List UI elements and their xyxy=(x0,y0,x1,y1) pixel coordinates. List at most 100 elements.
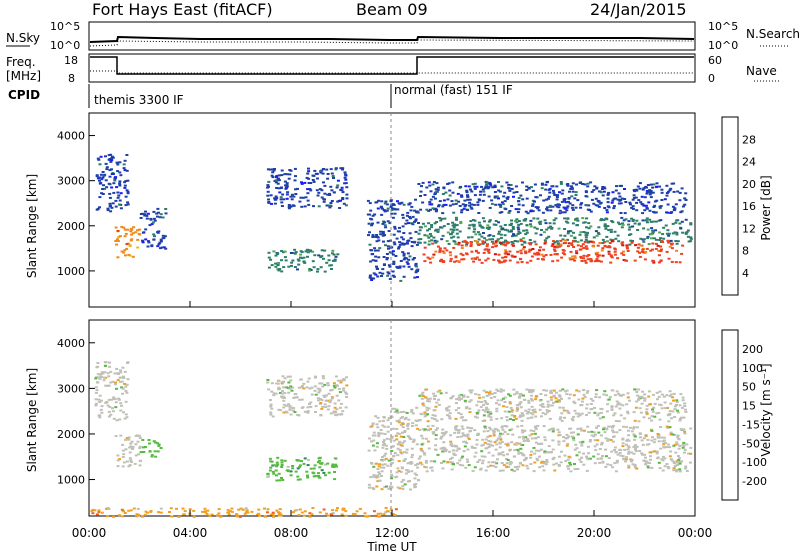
velocity-cell-7 xyxy=(611,440,615,443)
velocity-cell-6 xyxy=(671,396,675,399)
velocity-cell-6 xyxy=(418,394,422,397)
velocity-cell-7 xyxy=(501,469,505,472)
velocity-cell-7 xyxy=(491,454,495,457)
velocity-cell-7 xyxy=(462,450,466,453)
power-cell-6 xyxy=(605,211,609,214)
power-cell-6 xyxy=(676,190,680,193)
power-cell-8 xyxy=(543,242,547,245)
power-cell-3 xyxy=(269,194,273,197)
velocity-cell-0 xyxy=(123,417,127,420)
velocity-cell-6 xyxy=(425,388,429,391)
velocity-cell-6 xyxy=(619,414,623,417)
velocity-cell-6 xyxy=(489,418,493,421)
velocity-cell-1 xyxy=(129,461,133,463)
velocity-cell-8 xyxy=(105,507,108,510)
velocity-cell-6 xyxy=(618,394,622,397)
velocity-cell-4 xyxy=(331,463,335,466)
power-cell-7 xyxy=(654,229,658,232)
power-cell-4 xyxy=(293,252,297,255)
power-cell-0 xyxy=(112,191,116,194)
velocity-cell-0 xyxy=(119,402,123,405)
velocity-cell-6 xyxy=(651,408,654,411)
power-cell-7 xyxy=(578,233,582,236)
velocity-cell-4 xyxy=(313,464,317,467)
power-cell-7 xyxy=(581,217,585,220)
power-cell-5 xyxy=(370,279,374,281)
velocity-cell-5 xyxy=(399,444,403,447)
velocity-cell-7 xyxy=(520,429,524,432)
power-cell-4 xyxy=(327,259,331,262)
velocity-cell-8 xyxy=(238,515,242,518)
power-cell-8 xyxy=(519,252,523,255)
velocity-cell-3 xyxy=(299,378,303,381)
power-cell-8 xyxy=(519,249,523,252)
power-cell-6 xyxy=(429,198,433,201)
power-cell-4 xyxy=(283,250,287,253)
velocity-cell-7 xyxy=(557,431,561,434)
velocity-cell-7 xyxy=(625,456,628,459)
velocity-cell-8 xyxy=(111,515,115,518)
velocity-cell-0 xyxy=(119,409,123,412)
power-cell-8 xyxy=(465,253,469,256)
power-cell-5 xyxy=(413,209,417,212)
power-cell-7 xyxy=(603,223,607,226)
velocity-cell-7 xyxy=(668,426,672,429)
power-cell-7 xyxy=(509,230,513,233)
velocity-cell-7 xyxy=(452,463,455,466)
power-cell-7 xyxy=(511,227,515,230)
velocity-cell-7 xyxy=(580,456,584,459)
velocity-cell-7 xyxy=(648,451,652,454)
velocity-cell-5 xyxy=(387,417,391,420)
velocity-cell-8 xyxy=(372,510,376,513)
velocity-cell-6 xyxy=(510,410,514,413)
velocity-cell-4 xyxy=(296,478,300,481)
power-cell-6 xyxy=(482,193,486,196)
power-cell-6 xyxy=(438,200,442,203)
power-cell-6 xyxy=(473,194,477,197)
power-cell-8 xyxy=(460,258,464,261)
power-cell-7 xyxy=(529,223,532,226)
velocity-cell-7 xyxy=(604,455,608,458)
velocity-cell-6 xyxy=(585,403,589,406)
velocity-cell-5 xyxy=(390,450,394,452)
power-cell-7 xyxy=(594,230,598,233)
velocity-cell-7 xyxy=(682,441,686,444)
power-cell-7 xyxy=(451,231,455,234)
velocity-cell-7 xyxy=(575,447,579,450)
power-cell-6 xyxy=(437,204,441,207)
velocity-cell-8 xyxy=(219,515,223,518)
power-cell-0 xyxy=(110,206,114,209)
power-cell-3 xyxy=(266,194,270,197)
power-cell-5 xyxy=(409,209,413,212)
velocity-cell-3 xyxy=(298,398,302,401)
velocity-cell-2 xyxy=(157,444,161,447)
power-cell-6 xyxy=(451,203,455,206)
power-cell-2 xyxy=(164,247,168,250)
velocity-colorbar-frame xyxy=(721,329,739,501)
power-cell-6 xyxy=(568,202,572,205)
power-cell-3 xyxy=(339,167,343,170)
power-cell-6 xyxy=(473,185,477,188)
velocity-cell-6 xyxy=(486,411,490,414)
power-cell-3 xyxy=(311,179,315,181)
velocity-cell-7 xyxy=(537,443,541,445)
power-cell-1 xyxy=(114,240,118,242)
velocity-cell-8 xyxy=(135,513,139,516)
xtick-label: 00:00 xyxy=(678,526,713,540)
power-cell-0 xyxy=(115,161,119,164)
power-cell-5 xyxy=(383,224,387,227)
velocity-cell-6 xyxy=(455,398,459,401)
power-cell-0 xyxy=(100,178,104,181)
power-cell-1 xyxy=(120,250,124,253)
velocity-cell-1 xyxy=(125,437,129,440)
power-cell-7 xyxy=(573,237,577,240)
velocity-cell-0 xyxy=(103,371,107,374)
power-cell-6 xyxy=(462,207,466,210)
power-cell-5 xyxy=(377,256,381,259)
velocity-cell-6 xyxy=(486,408,490,411)
velocity-cell-6 xyxy=(657,395,661,398)
velocity-cell-7 xyxy=(499,453,503,456)
power-cell-5 xyxy=(410,268,414,271)
velocity-cell-7 xyxy=(626,445,630,448)
velocity-cell-8 xyxy=(250,510,254,513)
